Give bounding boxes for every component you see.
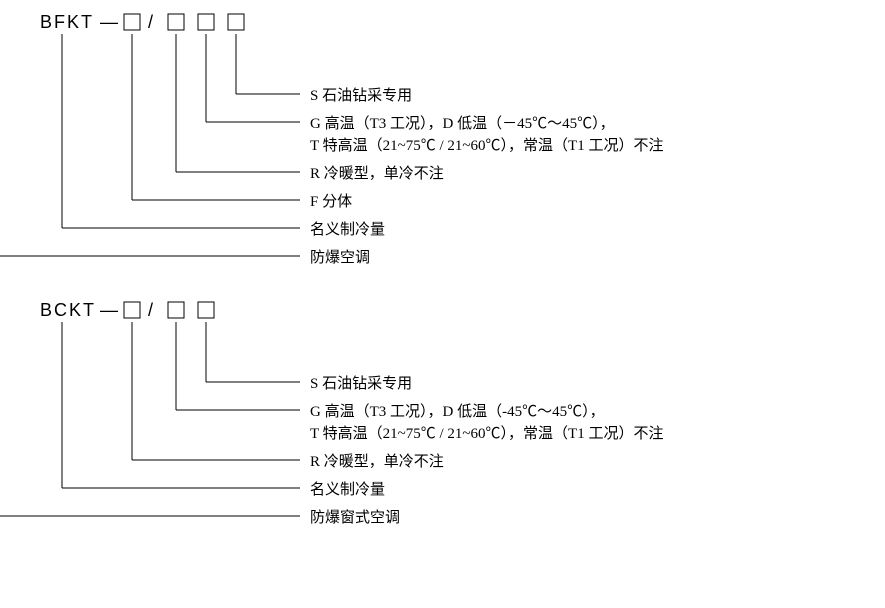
description-text: 名义制冷量	[310, 221, 385, 238]
separator: —	[100, 12, 120, 32]
description-text: G 高温（T3 工况），D 低温（－45℃～45℃），	[310, 115, 615, 132]
description-text: 名义制冷量	[310, 481, 385, 498]
placeholder-box	[168, 14, 184, 30]
description-text: G 高温（T3 工况），D 低温（-45℃～45℃），	[310, 403, 605, 420]
placeholder-box	[168, 302, 184, 318]
description-text: S 石油钻采专用	[310, 87, 412, 104]
slash: /	[148, 300, 155, 320]
description-text: S 石油钻采专用	[310, 375, 412, 392]
code-prefix: BCKT	[40, 300, 96, 320]
placeholder-box	[124, 302, 140, 318]
description-text: T 特高温（21~75℃ / 21~60℃），常温（T1 工况）不注	[310, 137, 663, 154]
separator: —	[100, 300, 120, 320]
description-text: F 分体	[310, 193, 352, 210]
description-text: 防爆空调	[310, 249, 370, 266]
description-text: R 冷暖型，单冷不注	[310, 165, 444, 182]
code-legend-diagram: BFKT — / S 石油钻采专用 G 高温（T3 工况），D 低温（－45℃～45℃）…	[0, 0, 885, 608]
description-text: 防爆窗式空调	[310, 508, 400, 526]
description-text: T 特高温（21~75℃ / 21~60℃），常温（T1 工况）不注	[310, 425, 663, 442]
placeholder-box	[198, 14, 214, 30]
code-prefix: BFKT	[40, 12, 94, 32]
placeholder-box	[228, 14, 244, 30]
placeholder-box	[198, 302, 214, 318]
slash: /	[148, 12, 155, 32]
placeholder-box	[124, 14, 140, 30]
description-text: R 冷暖型，单冷不注	[310, 453, 444, 470]
